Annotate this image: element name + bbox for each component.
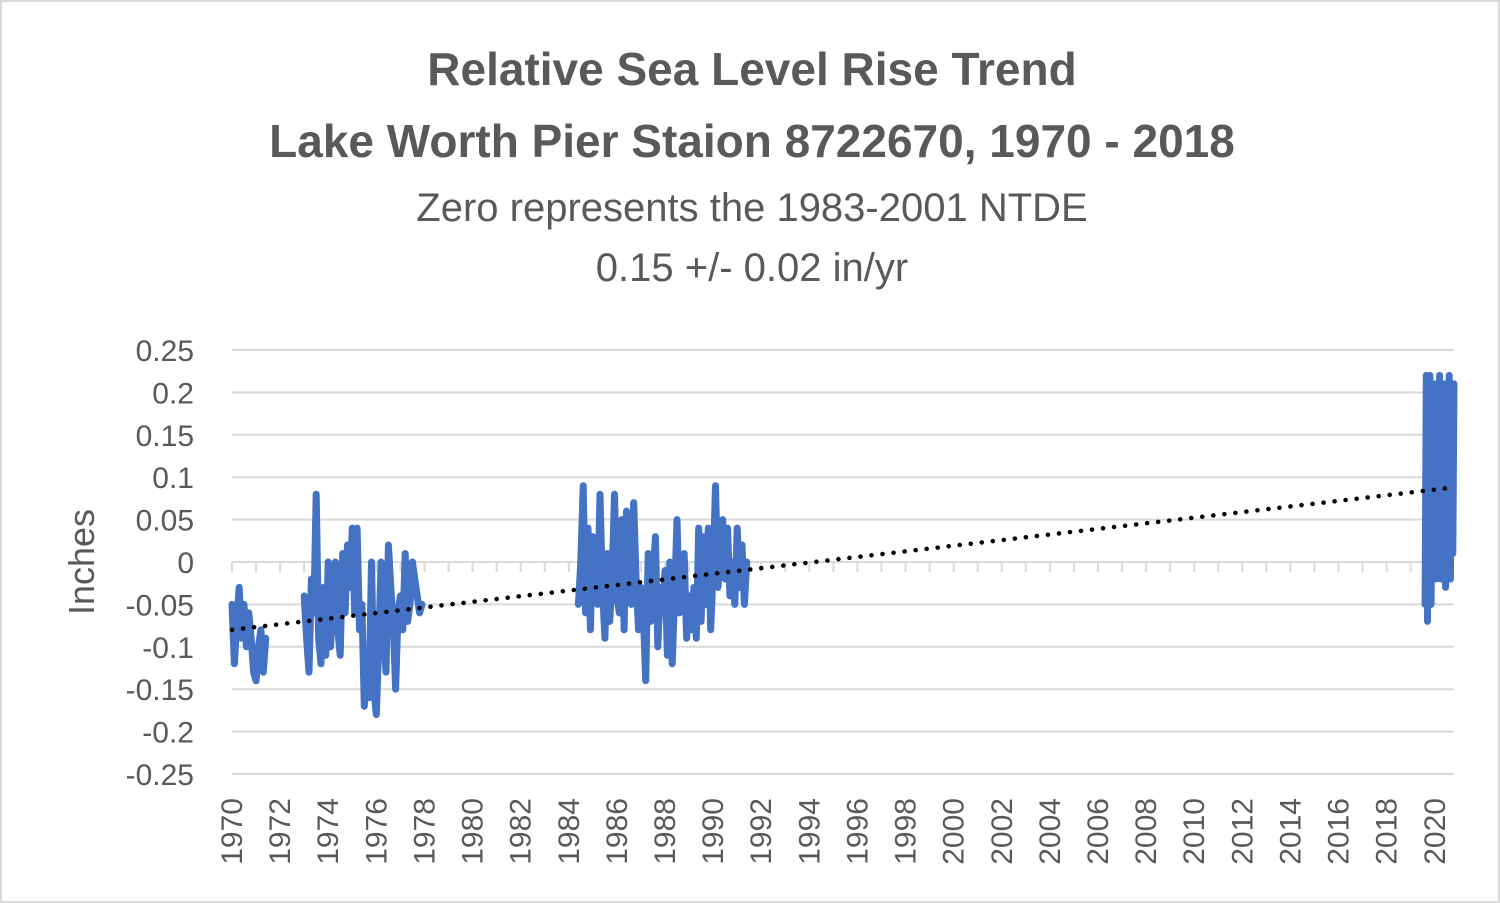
chart-title: Relative Sea Level Rise Trend xyxy=(427,43,1077,95)
x-tick-label: 1984 xyxy=(553,798,586,865)
y-axis-label: Inches xyxy=(61,509,102,615)
chart-subtitle-rate: 0.15 +/- 0.02 in/yr xyxy=(595,246,909,290)
x-tick-label: 2010 xyxy=(1178,798,1211,865)
sea-level-series-segment xyxy=(300,490,426,719)
trendline xyxy=(229,485,1457,633)
y-tick-label: 0.25 xyxy=(136,335,194,368)
x-tick-label: 2018 xyxy=(1371,798,1404,865)
y-tick-label: -0.2 xyxy=(142,717,194,750)
x-tick-label: 1996 xyxy=(841,798,874,865)
x-tick-label: 1982 xyxy=(505,798,538,865)
x-tick-label: 2016 xyxy=(1323,798,1356,865)
sea-level-series-segment xyxy=(1421,371,1458,625)
y-tick-label: -0.15 xyxy=(126,674,194,707)
x-tick-label: 1994 xyxy=(793,798,826,865)
x-tick-label: 1986 xyxy=(601,798,634,865)
x-tick-label: 2004 xyxy=(1034,798,1067,865)
chart-title-line-2: Lake Worth Pier Staion 8722670, 1970 - 2… xyxy=(269,115,1235,167)
chart-subtitle: Zero represents the 1983-2001 NTDE xyxy=(416,186,1088,230)
x-tick-label: 2008 xyxy=(1130,798,1163,865)
y-tick-label: 0.05 xyxy=(136,505,194,538)
y-tick-label: -0.25 xyxy=(126,759,194,792)
x-tick-label: 1998 xyxy=(890,798,923,865)
y-tick-label: 0 xyxy=(177,547,194,580)
x-tick-label: 1974 xyxy=(312,798,345,865)
x-tick-label: 2000 xyxy=(938,798,971,865)
x-tick-label: 2002 xyxy=(986,798,1019,865)
x-tick-label: 1970 xyxy=(216,798,249,865)
x-tick-label: 1992 xyxy=(745,798,778,865)
x-tick-label: 1990 xyxy=(697,798,730,865)
x-tick-label: 2014 xyxy=(1274,798,1307,865)
x-tick-label: 1976 xyxy=(360,798,393,865)
y-tick-label: 0.15 xyxy=(136,420,194,453)
x-tick-label: 1980 xyxy=(457,798,490,865)
x-tick-label: 1972 xyxy=(264,798,297,865)
y-tick-label: -0.05 xyxy=(126,589,194,622)
x-tick-label: 1978 xyxy=(408,798,441,865)
y-tick-label: 0.2 xyxy=(152,377,194,410)
sea-level-series-segment xyxy=(228,583,270,685)
x-tick-label: 2020 xyxy=(1419,798,1452,865)
x-tick-label: 2012 xyxy=(1226,798,1259,865)
x-tick-label: 1988 xyxy=(649,798,682,865)
y-tick-label: -0.1 xyxy=(142,632,194,665)
sea-level-series-segment xyxy=(574,482,751,685)
x-tick-label: 2006 xyxy=(1082,798,1115,865)
y-tick-label: 0.1 xyxy=(152,462,194,495)
